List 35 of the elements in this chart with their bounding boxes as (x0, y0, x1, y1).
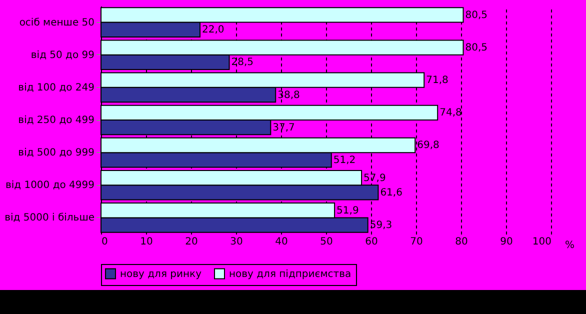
x-tick-label: 0 (102, 236, 108, 248)
data-label: 37,7 (272, 122, 295, 134)
data-label: 74,8 (440, 108, 462, 119)
x-tick-label: 60 (365, 236, 378, 248)
data-label: 61,6 (380, 187, 402, 198)
x-tick-label: 40 (275, 236, 288, 248)
data-label: 69,8 (417, 140, 440, 152)
y-tick-label: від 250 до 499 (18, 115, 94, 126)
y-tick-label: від 100 до 249 (18, 82, 94, 94)
data-label: 80,5 (465, 10, 488, 21)
y-tick-label: від 50 до 99 (30, 50, 94, 61)
data-label: 51,2 (333, 154, 356, 166)
data-label: 28,5 (231, 57, 254, 68)
data-label: 80,5 (465, 42, 488, 54)
x-tick-label: 30 (230, 236, 243, 248)
x-tick-label: 70 (410, 236, 423, 248)
data-label: 51,9 (336, 205, 359, 216)
data-label: 22,0 (202, 24, 224, 36)
data-label: 71,8 (426, 75, 448, 86)
legend-label: нову для ринку (120, 268, 202, 280)
x-tick-label: 80 (455, 236, 468, 248)
y-tick-label: від 1000 до 4999 (5, 180, 94, 192)
data-label: 57,9 (364, 172, 386, 184)
y-tick-label: від 500 до 999 (18, 148, 94, 159)
x-tick-label: 50 (320, 236, 333, 248)
y-tick-label: від 5000 і більше (4, 212, 94, 224)
x-tick-label: 20 (185, 236, 198, 248)
data-label: 59,3 (370, 220, 392, 232)
legend-label: нову для підприємства (229, 268, 352, 280)
x-axis-title: % (565, 240, 575, 251)
x-tick-label: 10 (140, 236, 153, 248)
x-tick-label: 90 (500, 236, 513, 248)
x-tick-label: 100 (532, 236, 552, 248)
data-label: 38,8 (278, 90, 300, 101)
y-tick-label: осіб менше 50 (19, 17, 94, 28)
